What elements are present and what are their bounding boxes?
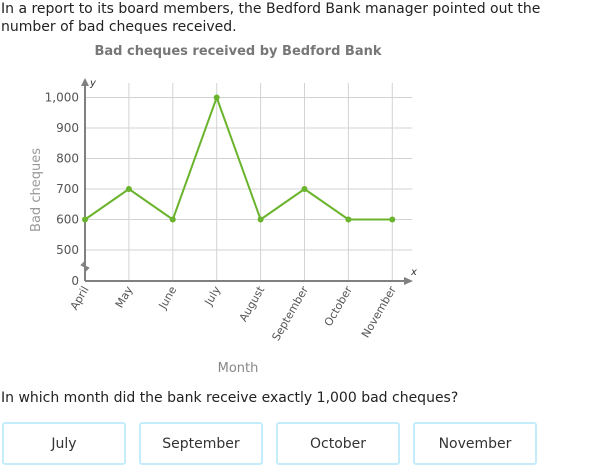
svg-text:1,000: 1,000 bbox=[45, 91, 79, 105]
svg-text:y: y bbox=[89, 78, 97, 89]
svg-text:June: June bbox=[156, 284, 180, 312]
chart-series bbox=[82, 94, 396, 223]
svg-text:500: 500 bbox=[56, 243, 79, 257]
svg-text:April: April bbox=[68, 284, 92, 312]
chart-axes bbox=[80, 78, 413, 285]
answer-choices: July September October November bbox=[2, 422, 537, 465]
chart-grid bbox=[85, 83, 413, 281]
chart-labels: y x 0 500 600 700 800 900 1,000 Bad cheques April M… bbox=[29, 78, 417, 376]
question-text: In which month did the bank receive exac… bbox=[1, 390, 459, 406]
svg-text:700: 700 bbox=[56, 182, 79, 196]
svg-text:October: October bbox=[322, 284, 356, 329]
svg-text:0: 0 bbox=[71, 274, 79, 288]
svg-text:900: 900 bbox=[56, 121, 79, 135]
answer-november[interactable]: November bbox=[413, 422, 537, 465]
svg-text:September: September bbox=[269, 284, 311, 344]
line-chart: y x 0 500 600 700 800 900 1,000 Bad cheques April M… bbox=[29, 78, 417, 376]
svg-text:600: 600 bbox=[56, 213, 79, 227]
answer-july[interactable]: July bbox=[2, 422, 126, 465]
svg-text:November: November bbox=[359, 284, 399, 340]
svg-text:Bad cheques: Bad cheques bbox=[29, 148, 44, 232]
svg-text:Month: Month bbox=[218, 361, 259, 376]
answer-september[interactable]: September bbox=[139, 422, 263, 465]
svg-text:May: May bbox=[113, 284, 136, 311]
chart-title: Bad cheques received by Bedford Bank bbox=[94, 44, 382, 59]
svg-text:July: July bbox=[202, 284, 224, 309]
svg-text:800: 800 bbox=[56, 152, 79, 166]
answer-october[interactable]: October bbox=[276, 422, 400, 465]
svg-text:x: x bbox=[410, 267, 417, 278]
intro-text: In a report to its board members, the Be… bbox=[1, 1, 541, 35]
svg-text:August: August bbox=[237, 283, 268, 323]
